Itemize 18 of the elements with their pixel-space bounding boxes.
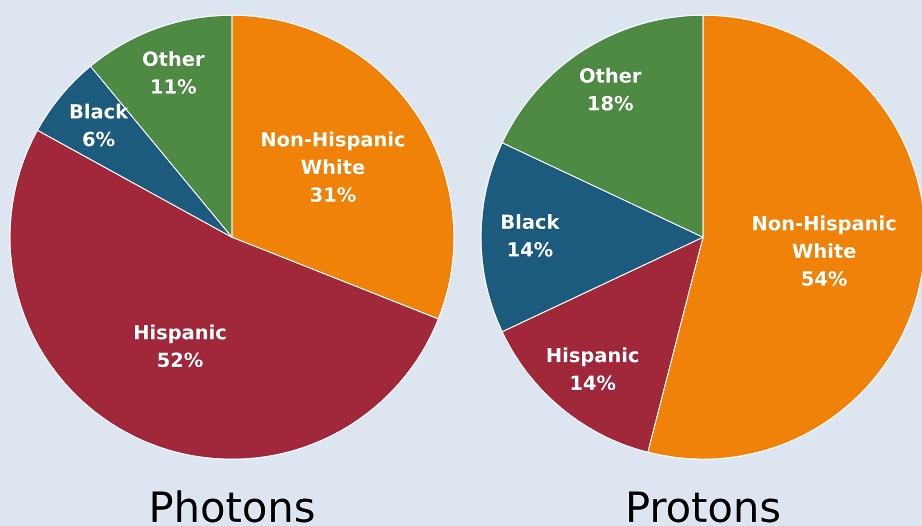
data-label: 52%	[158, 352, 203, 368]
data-label: 18%	[589, 96, 633, 111]
data-label: 11%	[152, 79, 196, 94]
data-label: 54%	[802, 271, 847, 286]
slice-label: Other	[580, 68, 642, 83]
slice-label: Non-Hispanic White	[753, 215, 896, 258]
text: Protons	[629, 492, 780, 522]
data-label: 14%	[572, 375, 616, 390]
data-label: 6%	[83, 132, 114, 146]
slice-label: Black	[502, 214, 560, 230]
slice-label: Hispanic	[134, 324, 226, 344]
text: Photons	[152, 490, 314, 522]
slice-label: Hispanic	[548, 347, 638, 366]
slice-label: Other	[143, 51, 204, 66]
data-label: 31%	[310, 187, 356, 202]
slice-label: Non-Hispanic White	[262, 132, 404, 174]
data-label: 14%	[508, 242, 553, 257]
slice-label: Black	[70, 104, 128, 119]
